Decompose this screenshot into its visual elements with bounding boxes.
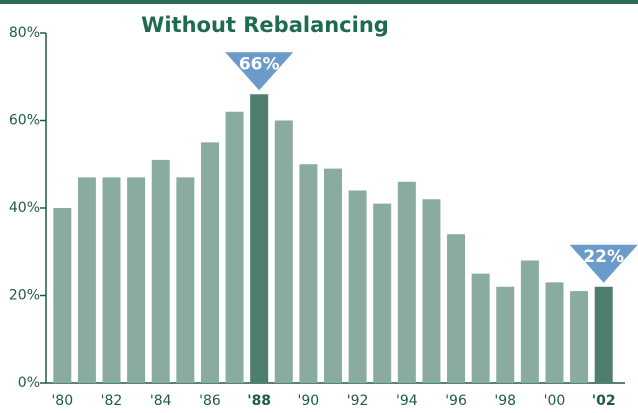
bar [127,177,146,383]
bar [422,199,441,383]
bar [447,234,466,383]
x-tick-label: '92 [347,393,369,409]
bar [496,286,515,383]
bar [570,291,589,383]
y-tick-label: 40% [9,200,40,216]
bar [77,177,96,383]
x-tick-label: '80 [51,393,73,409]
value-label: 22% [583,247,624,267]
bar [520,260,539,383]
bar [545,282,564,383]
x-tick-label: '94 [396,393,418,409]
x-tick-label: '90 [298,393,320,409]
y-tick-label: 20% [9,288,40,304]
bar [176,177,195,383]
bar [594,286,613,383]
callout [225,52,294,91]
x-tick-label: '88 [247,393,271,409]
bar [200,142,219,383]
y-tick-label: 60% [9,113,40,129]
bar [397,181,416,383]
bar [348,190,367,383]
bar [225,111,244,383]
x-tick-label: '82 [101,393,123,409]
bar [274,120,293,383]
bar [373,203,392,383]
bar [102,177,121,383]
y-tick-label: 0% [18,375,40,391]
x-tick-label: '96 [445,393,467,409]
bar [324,168,342,383]
bar [250,94,269,383]
top-border [0,0,638,4]
y-tick-label: 80% [9,25,40,41]
x-tick-label: '86 [199,393,221,409]
value-label: 66% [239,54,280,74]
bar [151,159,170,383]
x-tick-label: '98 [494,393,516,409]
bar [299,164,318,383]
x-tick-label: '02 [592,393,616,409]
x-tick-label: '00 [544,393,566,409]
callout [569,244,638,283]
chart-title: Without Rebalancing [141,13,389,37]
bar [471,273,490,383]
x-tick-label: '84 [150,393,172,409]
bar [53,208,72,383]
